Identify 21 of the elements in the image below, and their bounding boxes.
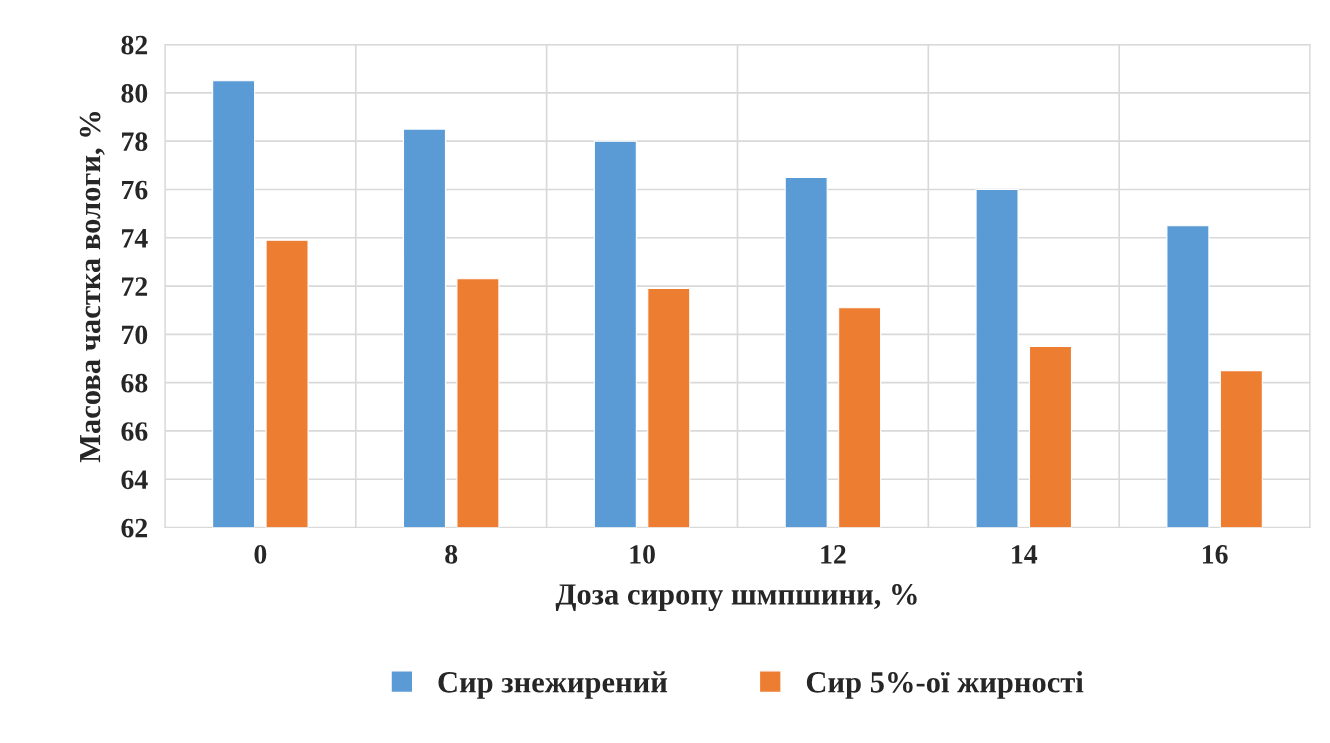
x-tick-label: 12 bbox=[821, 545, 846, 564]
legend-label: Сир 5%-ої жирності bbox=[806, 671, 1084, 699]
x-tick-label: 8 bbox=[445, 545, 458, 564]
y-tick-label: 76 bbox=[122, 180, 148, 200]
x-axis-title: Доза сиропу шмпшини, % bbox=[555, 584, 917, 611]
y-tick-label: 80 bbox=[121, 84, 148, 103]
y-tick-label: 62 bbox=[121, 518, 148, 538]
y-axis-title: Масова частка вологи, % bbox=[79, 112, 105, 463]
y-tick-label: 64 bbox=[121, 470, 148, 490]
x-tick-label: 10 bbox=[630, 545, 655, 564]
y-tick-label: 82 bbox=[121, 35, 148, 55]
y-tick-label: 66 bbox=[121, 422, 148, 441]
y-tick-label: 72 bbox=[122, 277, 148, 296]
x-tick-label: 0 bbox=[254, 545, 267, 564]
y-tick-label: 78 bbox=[122, 132, 148, 152]
legend-label: Сир знежирений bbox=[438, 671, 668, 699]
x-tick-label: 14 bbox=[1012, 545, 1038, 564]
y-tick-label: 70 bbox=[122, 325, 148, 345]
y-tick-label: 68 bbox=[121, 373, 148, 393]
y-tick-label: 74 bbox=[122, 229, 148, 248]
x-tick-label: 16 bbox=[1202, 545, 1228, 564]
